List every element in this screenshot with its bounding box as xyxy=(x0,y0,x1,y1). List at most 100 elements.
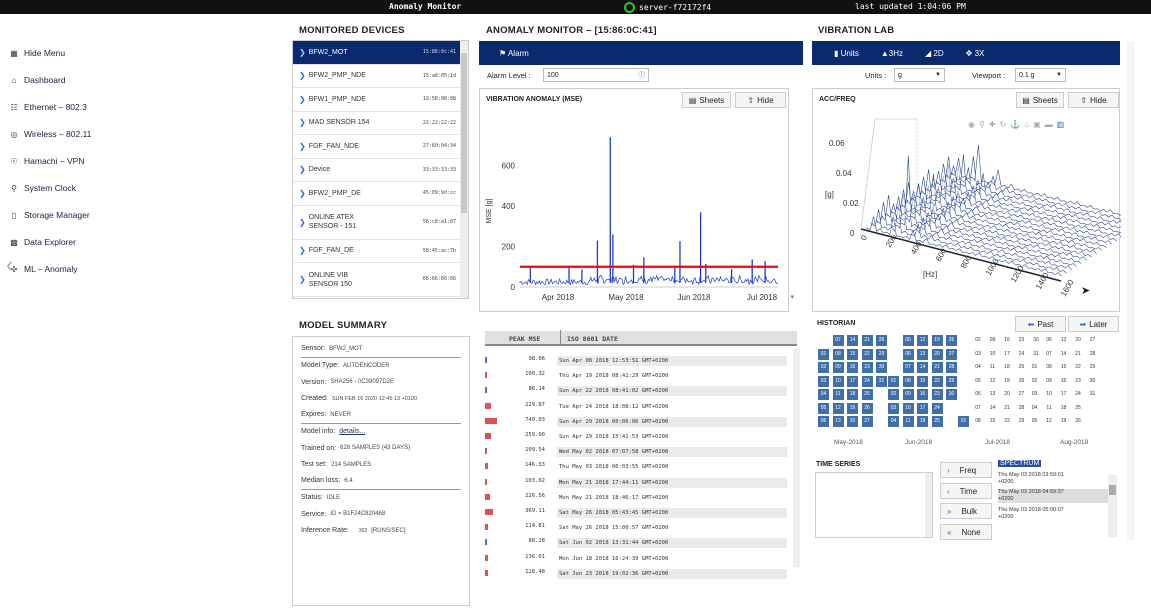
none-button[interactable]: «None xyxy=(940,524,992,540)
calendar-day[interactable]: 23 xyxy=(931,389,943,400)
tab-units[interactable]: ▮ Units xyxy=(834,48,859,58)
past-button[interactable]: ⬅ Past xyxy=(1015,316,1066,332)
table-scrollbar[interactable] xyxy=(793,349,800,567)
calendar-day[interactable]: 27 xyxy=(861,416,873,427)
calendar-day[interactable]: 07 xyxy=(832,335,844,346)
table-row[interactable]: 109.54 Wed May 02 2018 07:07:58 GMT+0200 xyxy=(483,445,788,458)
calendar-day[interactable]: 05 xyxy=(818,402,829,414)
calendar-day[interactable]: 10 xyxy=(832,375,844,387)
table-row[interactable]: 740.03 Sun Apr 29 2018 00:06:06 GMT+0200 xyxy=(483,415,788,427)
calendar-day[interactable]: 09 xyxy=(1046,377,1052,384)
device-item[interactable]: ❯ ONLINE ATEX SENSOR - 151 56:c8:a1:87 xyxy=(293,206,468,240)
calendar-day[interactable]: 30 xyxy=(1033,337,1039,343)
calendar-day[interactable]: 02 xyxy=(975,337,981,343)
calendar-day[interactable]: 06 xyxy=(902,348,914,360)
calendar-day[interactable]: 08 xyxy=(1046,364,1052,370)
calendar-day[interactable]: 15 xyxy=(917,375,928,387)
table-row[interactable]: 98.06 Sun Apr 08 2018 12:53:51 GMT+0200 xyxy=(483,354,788,366)
calendar-day[interactable]: 11 xyxy=(832,389,844,400)
viewport-select[interactable]: 0.1 g ▼ xyxy=(1015,68,1066,82)
calendar-day[interactable]: 19 xyxy=(1060,418,1067,424)
chart-scroll-arrow[interactable]: ▾ xyxy=(790,294,794,301)
calendar-day[interactable]: 02 xyxy=(1031,377,1038,384)
calendar-day[interactable]: 21 xyxy=(931,362,943,373)
tab-3x[interactable]: ✥ 3X xyxy=(965,48,985,58)
calendar-day[interactable]: 27 xyxy=(946,348,957,360)
calendar-day[interactable]: 07 xyxy=(975,404,981,411)
calendar-day[interactable]: 09 xyxy=(902,389,914,400)
calendar-day[interactable]: 16 xyxy=(1060,377,1067,384)
nav-hide-menu[interactable]: ▦ Hide Menu xyxy=(10,48,66,58)
calendar-day[interactable]: 03 xyxy=(818,375,829,387)
calendar-day[interactable]: 27 xyxy=(1018,391,1025,397)
calendar-day[interactable]: 14 xyxy=(989,404,996,411)
calendar-day[interactable]: 16 xyxy=(917,389,928,400)
nav-dashboard[interactable]: ⌂ Dashboard xyxy=(11,75,66,85)
calendar-day[interactable]: 12 xyxy=(1046,418,1052,424)
table-row[interactable]: 226.56 Mon May 21 2018 18:46:17 GMT+0200 xyxy=(483,491,788,503)
tab-3hz[interactable]: ▲3Hz xyxy=(880,48,904,58)
calendar-day[interactable]: 11 xyxy=(1046,404,1052,411)
calendar-day[interactable]: 11 xyxy=(989,364,996,370)
calendar-day[interactable]: 04 xyxy=(1031,404,1038,411)
table-row[interactable]: 114.81 Sat May 26 2018 15:00:57 GMT+0200 xyxy=(483,521,788,534)
calendar-day[interactable]: 28 xyxy=(946,362,957,373)
calendar-day[interactable]: 19 xyxy=(1004,377,1010,384)
calendar-day[interactable]: 10 xyxy=(1046,391,1052,397)
calendar-day[interactable]: 13 xyxy=(1060,337,1067,343)
timeseries-list[interactable] xyxy=(815,472,933,538)
calendar-day[interactable]: 28 xyxy=(1018,404,1025,411)
calendar-day[interactable]: 29 xyxy=(946,375,957,387)
calendar-day[interactable]: 30 xyxy=(876,362,887,373)
calendar-day[interactable]: 15 xyxy=(847,348,858,360)
plot-toolbar[interactable]: ◉⚲✚↻⚓⌂▣▬▥ xyxy=(968,120,1068,129)
device-item[interactable]: ❯ BFW2_MOT 15:86:0c:41 xyxy=(293,41,468,65)
model-details-link[interactable]: details... xyxy=(339,428,366,436)
sheets-button[interactable]: ▤ Sheets xyxy=(682,92,731,108)
calendar-day[interactable]: 09 xyxy=(989,337,996,343)
calendar-day[interactable]: 02 xyxy=(888,389,899,400)
calendar-day[interactable]: 16 xyxy=(847,362,858,373)
calendar-day[interactable]: 20 xyxy=(931,348,943,360)
calendar-day[interactable]: 12 xyxy=(917,335,928,346)
calendar-day[interactable]: 04 xyxy=(818,389,829,400)
calendar-day[interactable]: 23 xyxy=(1075,377,1081,384)
calendar-day[interactable]: 29 xyxy=(876,348,887,360)
calendar-day[interactable]: 21 xyxy=(861,335,873,346)
calendar-day[interactable]: 20 xyxy=(1075,337,1081,343)
calendar-day[interactable]: 26 xyxy=(861,402,873,414)
table-row[interactable]: 229.87 Tue Apr 24 2018 18:08:12 GMT+0200 xyxy=(483,400,788,412)
alarm-tab[interactable]: ⚑ Alarm xyxy=(499,48,529,58)
device-item[interactable]: ❯ BFW1_PMP_NDE 19:56:98:88 xyxy=(293,88,468,112)
table-row[interactable]: 86.14 Sun Apr 22 2018 08:41:02 GMT+0200 xyxy=(483,384,788,397)
calendar-day[interactable]: 08 xyxy=(902,375,914,387)
calendar-day[interactable]: 26 xyxy=(946,335,957,346)
calendar-day[interactable]: 01 xyxy=(958,416,969,427)
device-item[interactable]: ❯ FGF_FAN_NDE 27:60:04:34 xyxy=(293,135,468,159)
calendar-day[interactable]: 31 xyxy=(1033,350,1039,357)
hide-button[interactable]: ⇧ Hide xyxy=(735,92,786,108)
acc-sheets-button[interactable]: ▤ Sheets xyxy=(1016,92,1064,108)
calendar-day[interactable]: 22 xyxy=(1075,364,1081,370)
calendar-day[interactable]: 17 xyxy=(847,375,858,387)
calendar-day[interactable]: 15 xyxy=(989,418,996,424)
calendar-day[interactable]: 09 xyxy=(832,362,844,373)
calendar-day[interactable]: 05 xyxy=(902,335,914,346)
calendar-day[interactable]: 22 xyxy=(1004,418,1010,424)
calendar-day[interactable]: 01 xyxy=(1031,364,1038,370)
calendar-day[interactable]: 19 xyxy=(931,335,943,346)
calendar-day[interactable]: 03 xyxy=(1031,391,1038,397)
calendar-day[interactable]: 14 xyxy=(847,335,858,346)
calendar-day[interactable]: 14 xyxy=(1060,350,1067,357)
calendar-day[interactable]: 23 xyxy=(861,362,873,373)
calendar-day[interactable]: 20 xyxy=(847,416,858,427)
calendar-day[interactable]: 18 xyxy=(917,416,928,427)
calendar-day[interactable]: 16 xyxy=(1004,337,1010,343)
calendar-day[interactable]: 24 xyxy=(1075,391,1081,397)
calendar-day[interactable]: 07 xyxy=(1046,350,1052,357)
nav-ethernet[interactable]: ☷ Ethernet – 802.3 xyxy=(10,102,87,112)
calendar-day[interactable]: 18 xyxy=(1004,364,1010,370)
calendar-day[interactable]: 21 xyxy=(1004,404,1010,411)
calendar-day[interactable]: 15 xyxy=(1060,364,1067,370)
calendar-day[interactable]: 06 xyxy=(1046,337,1052,343)
